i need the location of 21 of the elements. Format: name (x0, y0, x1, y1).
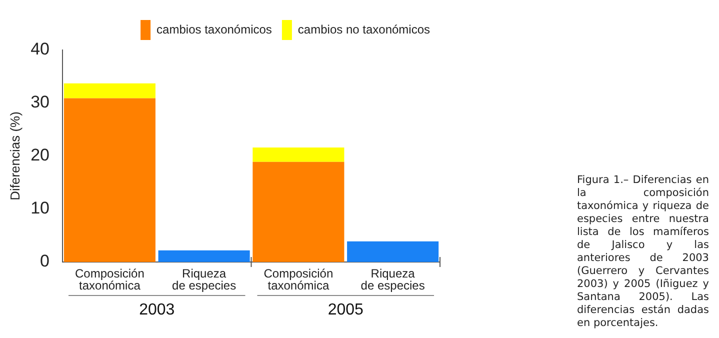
bar (64, 98, 156, 262)
y-axis-title: Diferencias (%) (7, 112, 22, 200)
y-tick-label: 20 (30, 146, 50, 165)
bar (64, 83, 156, 98)
y-tick-label: 30 (30, 92, 50, 112)
bar (252, 162, 344, 262)
text: 2003 (139, 301, 175, 318)
x-tick-label: Composición taxonómica (75, 266, 144, 292)
bar (252, 148, 344, 162)
text: 2005 (328, 301, 364, 318)
x-tick-label: Composición taxonómica (264, 266, 334, 292)
text: Figura 1.– Diferencias en la composición taxonómica y riqueza de especies entre nuestra lista de los mamíferos de Jalisco y las anteriores de 2003 (Guerrero y Cervantes 2003) y 2005 (Iñiguez y Santana 2005). Las diferencias están dadas en porcentajes. (577, 174, 709, 329)
x-tick-label: Riqueza de especies (360, 266, 425, 292)
legend-label: cambios taxonómicos (156, 22, 272, 36)
bar (158, 250, 250, 262)
y-tick-label: 10 (30, 198, 50, 218)
legend-label: cambios no taxonómicos (298, 22, 430, 36)
x-tick-label: Riqueza de especies (172, 266, 236, 292)
bar (347, 241, 439, 262)
y-tick-label: 0 (40, 252, 50, 271)
y-tick-label: 40 (30, 40, 50, 59)
